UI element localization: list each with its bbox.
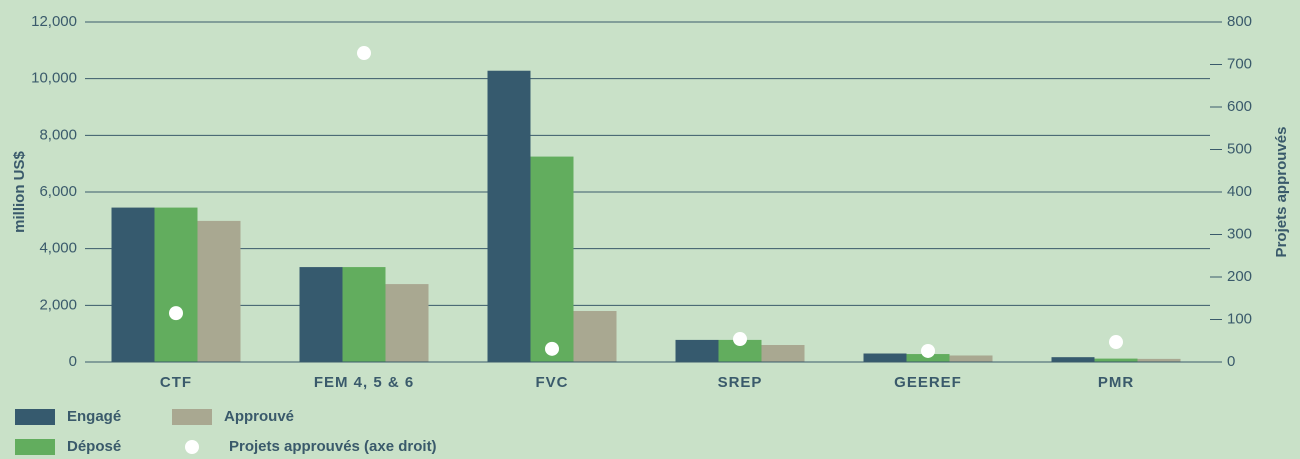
y2-axis-label: Projets approuvés [1273, 127, 1290, 258]
legend-label: Approuvé [224, 408, 294, 425]
bar [675, 339, 719, 362]
y2-tick-label: 600 [1227, 98, 1252, 115]
bar [863, 353, 907, 362]
bar [573, 311, 617, 362]
x-tick-label: FEM 4, 5 & 6 [314, 374, 414, 391]
y2-tick-label: 300 [1227, 225, 1252, 242]
bar [761, 345, 805, 362]
dot [921, 343, 935, 358]
y-tick-label: 10,000 [31, 70, 77, 87]
y-tick-label: 12,000 [31, 13, 77, 30]
bar [1094, 358, 1138, 362]
bar [487, 70, 531, 362]
y-tick-label: 2,000 [39, 296, 77, 313]
bar [1137, 358, 1181, 362]
x-tick-label: PMR [1098, 374, 1134, 391]
y2-tick-label: 700 [1227, 55, 1252, 72]
y-tick-label: 8,000 [39, 126, 77, 143]
x-tick-label: GEEREF [894, 374, 962, 391]
dot [357, 46, 371, 61]
y2-tick-label: 500 [1227, 140, 1252, 157]
legend-swatch [172, 409, 212, 425]
legend-label: Projets approuvés (axe droit) [229, 438, 437, 455]
y2-tick-label: 200 [1227, 268, 1252, 285]
bar [949, 355, 993, 362]
x-tick-label: SREP [718, 374, 763, 391]
y-tick-label: 0 [69, 353, 77, 370]
y2-tick-label: 400 [1227, 183, 1252, 200]
legend-dot [185, 440, 199, 454]
legend-swatch [15, 409, 55, 425]
y2-tick-label: 800 [1227, 13, 1252, 30]
y-tick-label: 6,000 [39, 183, 77, 200]
x-tick-label: FVC [536, 374, 569, 391]
legend-swatch [15, 439, 55, 455]
y2-tick-label: 0 [1227, 353, 1235, 370]
x-tick-label: CTF [160, 374, 192, 391]
bar [299, 267, 343, 362]
y-tick-label: 4,000 [39, 240, 77, 257]
dot [1109, 335, 1123, 350]
bar [385, 284, 429, 362]
y-axis-label: million US$ [11, 151, 28, 233]
dot [733, 332, 747, 347]
dot [545, 341, 559, 356]
bar [718, 339, 762, 362]
bar [111, 207, 155, 362]
bar [342, 267, 386, 362]
bar [154, 207, 198, 362]
y2-tick-label: 100 [1227, 310, 1252, 327]
bar [1051, 357, 1095, 362]
dot [169, 306, 183, 321]
bar [530, 156, 574, 362]
bar [906, 354, 950, 362]
bar [197, 220, 241, 362]
legend-label: Engagé [67, 408, 121, 425]
legend-label: Déposé [67, 438, 121, 455]
